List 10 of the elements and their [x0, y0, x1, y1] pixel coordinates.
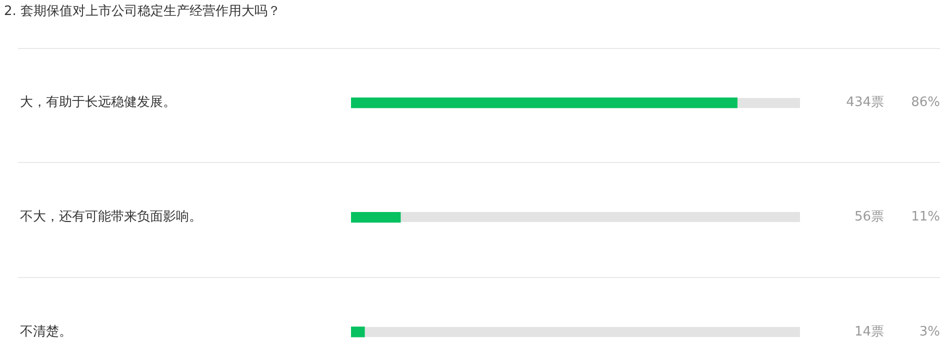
y-tick-label: 不大，还有可能带来负面影响。 — [20, 210, 202, 225]
text: 2. 套期保值对上市公司稳定生产经营作用大吗？ — [4, 3, 281, 20]
y-tick-label: 不清楚。 — [20, 324, 72, 340]
text: 56票 — [854, 210, 884, 225]
text: 434票 — [846, 95, 884, 110]
y-tick-label: 大，有助于长远稳健发展。 — [20, 95, 176, 110]
text: 14票 — [854, 324, 884, 340]
data-label: 11% — [911, 210, 940, 225]
data-label: 86% — [911, 95, 940, 110]
data-label: 3% — [919, 324, 940, 340]
